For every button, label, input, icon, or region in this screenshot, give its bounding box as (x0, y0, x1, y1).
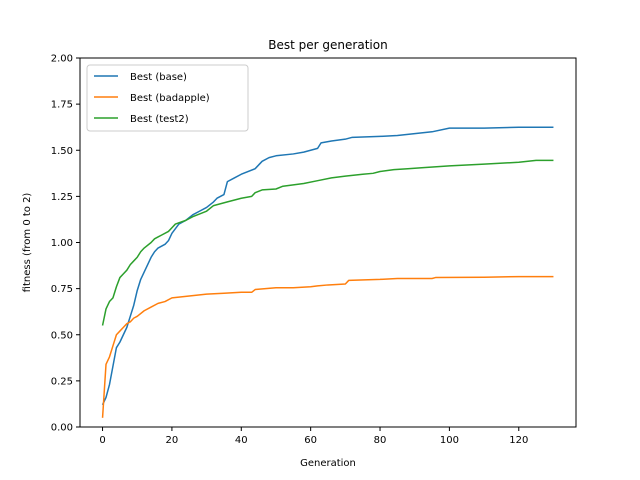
legend-box (86, 64, 249, 132)
y-tick-label: 0.50 (51, 330, 73, 341)
legend-label-base: Best (base) (130, 72, 187, 83)
chart-title: Best per generation (268, 38, 387, 52)
series-line-base (101, 126, 554, 406)
x-tick-label: 60 (304, 435, 317, 446)
x-tick-label: 120 (509, 435, 528, 446)
y-tick-label: 0.00 (51, 423, 73, 434)
y-axis-label: fitness (from 0 to 2) (22, 193, 33, 293)
y-tick-label: 0.25 (51, 376, 73, 387)
x-axis-label: Generation (300, 458, 356, 469)
y-tick-label: 1.25 (51, 192, 73, 203)
series-line-test2 (101, 159, 554, 326)
legend-label-badapple: Best (badapple) (130, 93, 210, 104)
x-tick-label: 0 (99, 435, 105, 446)
legend: Best (base) Best (badapple) Best (test2) (86, 64, 249, 132)
legend-label-test2: Best (test2) (130, 114, 189, 125)
axes-ticks: 0 20 40 60 80 100 120 0.00 0.25 0.50 0.75 1.00 1.25 1… (51, 54, 529, 447)
y-tick-label: 1.50 (51, 146, 73, 157)
series-line-badapple (101, 275, 554, 418)
x-tick-label: 100 (440, 435, 459, 446)
y-tick-label: 1.75 (51, 100, 73, 111)
y-tick-label: 1.00 (51, 238, 73, 249)
x-tick-label: 80 (374, 435, 387, 446)
x-tick-label: 40 (235, 435, 248, 446)
y-tick-label: 2.00 (51, 54, 73, 65)
x-tick-label: 20 (166, 435, 179, 446)
plot-area (101, 126, 554, 418)
y-tick-label: 0.75 (51, 284, 73, 295)
